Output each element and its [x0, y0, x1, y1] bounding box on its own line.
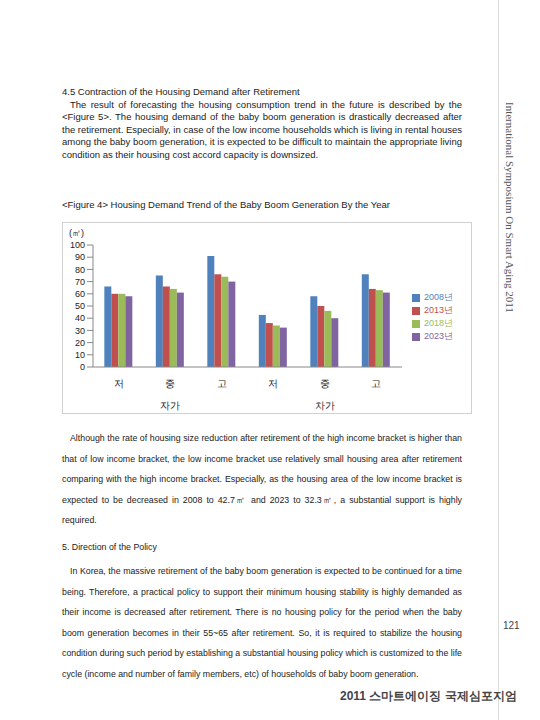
svg-text:40: 40: [75, 313, 85, 323]
svg-text:중: 중: [165, 378, 175, 389]
svg-text:100: 100: [70, 240, 85, 250]
html-text:International Symposium On Sma: International Symposium On Smart Aging 2…: [504, 102, 516, 313]
svg-text:80: 80: [75, 265, 85, 275]
svg-text:50: 50: [75, 301, 85, 311]
svg-text:고: 고: [217, 378, 227, 389]
html-text:2013년: 2013년: [424, 305, 453, 315]
svg-text:저: 저: [114, 378, 124, 389]
html-text:Although the rate of housing s: Although the rate of housing size reduct…: [62, 433, 462, 525]
svg-text:0: 0: [80, 362, 85, 372]
svg-text:20: 20: [75, 338, 85, 348]
svg-text:고: 고: [371, 378, 381, 389]
html-text:121: 121: [503, 620, 520, 631]
svg-text:30: 30: [75, 326, 85, 336]
svg-text:중: 중: [320, 378, 330, 389]
svg-text:90: 90: [75, 252, 85, 262]
svg-text:10: 10: [75, 350, 85, 360]
html-text:2023년: 2023년: [424, 331, 453, 341]
html-text:5. Direction of the Policy: 5. Direction of the Policy: [62, 542, 157, 552]
html-text:The result of forecasting the: The result of forecasting the housing co…: [62, 99, 462, 160]
html-text:2011 스마트에이징 국제심포지엄: 2011 스마트에이징 국제심포지엄: [340, 689, 517, 703]
html-text:2018년: 2018년: [424, 318, 453, 328]
svg-text:70: 70: [75, 277, 85, 287]
html-text:4.5 Contraction of the Housing: 4.5 Contraction of the Housing Demand af…: [62, 86, 300, 97]
svg-text:60: 60: [75, 289, 85, 299]
html-text:In Korea, the massive retireme: In Korea, the massive retirement of the …: [62, 566, 462, 679]
html-text:<Figure 4> Housing Demand Tren: <Figure 4> Housing Demand Trend of the B…: [62, 199, 390, 210]
svg-text:자가: 자가: [160, 400, 180, 411]
html-text:2008년: 2008년: [424, 292, 453, 302]
svg-text:저: 저: [268, 378, 278, 389]
svg-text:차가: 차가: [315, 400, 335, 411]
